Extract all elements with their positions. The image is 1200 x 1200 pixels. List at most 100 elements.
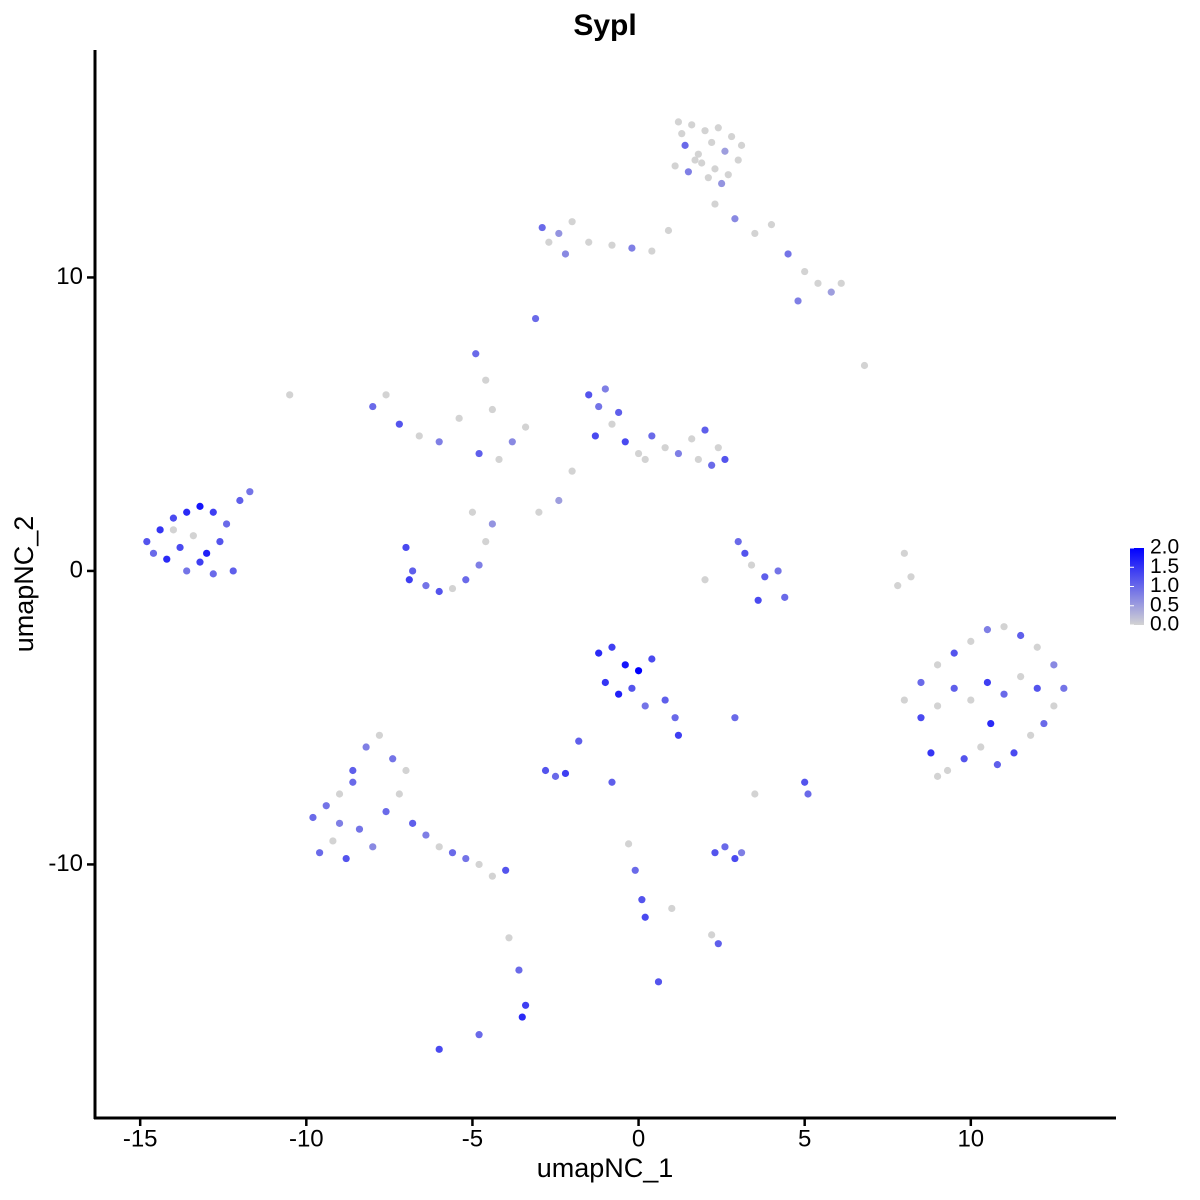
point bbox=[448, 849, 457, 857]
point bbox=[794, 297, 802, 305]
point bbox=[236, 496, 244, 505]
point bbox=[149, 549, 158, 557]
point bbox=[508, 438, 516, 446]
point bbox=[1000, 623, 1008, 631]
point bbox=[698, 159, 706, 167]
point bbox=[435, 438, 443, 446]
point bbox=[482, 376, 490, 384]
point bbox=[711, 165, 719, 173]
point bbox=[721, 147, 729, 155]
point bbox=[900, 549, 908, 557]
x-tick-label: 0 bbox=[632, 1125, 645, 1152]
point bbox=[482, 537, 490, 546]
point bbox=[422, 831, 430, 839]
point bbox=[415, 432, 423, 440]
point bbox=[654, 978, 663, 986]
point bbox=[488, 520, 496, 528]
point bbox=[737, 849, 746, 857]
point bbox=[900, 696, 908, 704]
point bbox=[369, 402, 377, 411]
point bbox=[641, 913, 649, 921]
point bbox=[674, 449, 683, 458]
x-tick-label: 5 bbox=[798, 1125, 811, 1152]
colorbar-label: 0.5 bbox=[1150, 593, 1179, 616]
point bbox=[203, 549, 211, 557]
point bbox=[229, 567, 237, 575]
point bbox=[741, 549, 749, 557]
point bbox=[551, 772, 560, 780]
point bbox=[169, 514, 178, 522]
point bbox=[156, 526, 164, 534]
point bbox=[502, 866, 510, 874]
point bbox=[714, 124, 722, 132]
point bbox=[518, 1013, 526, 1021]
point bbox=[907, 573, 915, 581]
colorbar-label: 0.0 bbox=[1150, 613, 1179, 636]
point bbox=[435, 843, 443, 851]
point bbox=[475, 1031, 483, 1039]
point bbox=[801, 267, 809, 276]
point bbox=[714, 940, 722, 948]
point bbox=[1033, 684, 1041, 692]
point bbox=[409, 819, 417, 827]
point bbox=[688, 435, 696, 443]
point bbox=[369, 843, 377, 851]
x-tick-label: -10 bbox=[289, 1125, 324, 1152]
point bbox=[196, 558, 204, 566]
point bbox=[933, 702, 942, 710]
point bbox=[804, 790, 812, 798]
colorbar-label: 1.5 bbox=[1150, 555, 1179, 578]
point bbox=[781, 593, 789, 601]
point bbox=[163, 555, 171, 563]
point bbox=[691, 156, 699, 164]
x-tick-label: -15 bbox=[123, 1125, 158, 1152]
y-tick-label: -10 bbox=[48, 850, 83, 877]
point bbox=[488, 405, 496, 414]
point bbox=[751, 229, 759, 238]
point bbox=[1000, 690, 1008, 698]
point bbox=[967, 696, 975, 704]
point bbox=[448, 584, 457, 593]
point bbox=[349, 778, 357, 786]
point bbox=[468, 508, 477, 516]
point bbox=[674, 731, 683, 739]
point bbox=[634, 667, 643, 675]
point bbox=[967, 637, 975, 645]
point bbox=[648, 432, 656, 440]
point bbox=[402, 766, 410, 775]
point bbox=[595, 649, 603, 657]
point bbox=[601, 385, 609, 393]
point bbox=[335, 790, 344, 798]
point bbox=[568, 467, 576, 475]
point bbox=[754, 596, 762, 604]
point bbox=[648, 247, 656, 255]
point bbox=[1027, 731, 1035, 739]
point bbox=[286, 391, 294, 399]
point bbox=[704, 174, 712, 182]
point bbox=[801, 778, 809, 786]
point bbox=[927, 749, 935, 757]
point bbox=[784, 250, 792, 258]
point bbox=[684, 168, 692, 176]
point bbox=[183, 508, 191, 516]
point bbox=[827, 288, 835, 296]
point bbox=[608, 241, 616, 249]
colorbar-label: 2.0 bbox=[1150, 536, 1179, 559]
point bbox=[472, 350, 480, 358]
point bbox=[395, 420, 403, 428]
point bbox=[246, 488, 254, 496]
point bbox=[608, 643, 616, 651]
point bbox=[309, 813, 317, 822]
point bbox=[196, 502, 204, 510]
point bbox=[628, 684, 636, 692]
point bbox=[329, 837, 337, 845]
point bbox=[422, 582, 430, 590]
point bbox=[405, 576, 413, 584]
point bbox=[382, 391, 390, 399]
point bbox=[475, 449, 483, 458]
point bbox=[541, 766, 550, 775]
point bbox=[721, 843, 729, 851]
point bbox=[664, 226, 673, 235]
points bbox=[143, 118, 1068, 1053]
